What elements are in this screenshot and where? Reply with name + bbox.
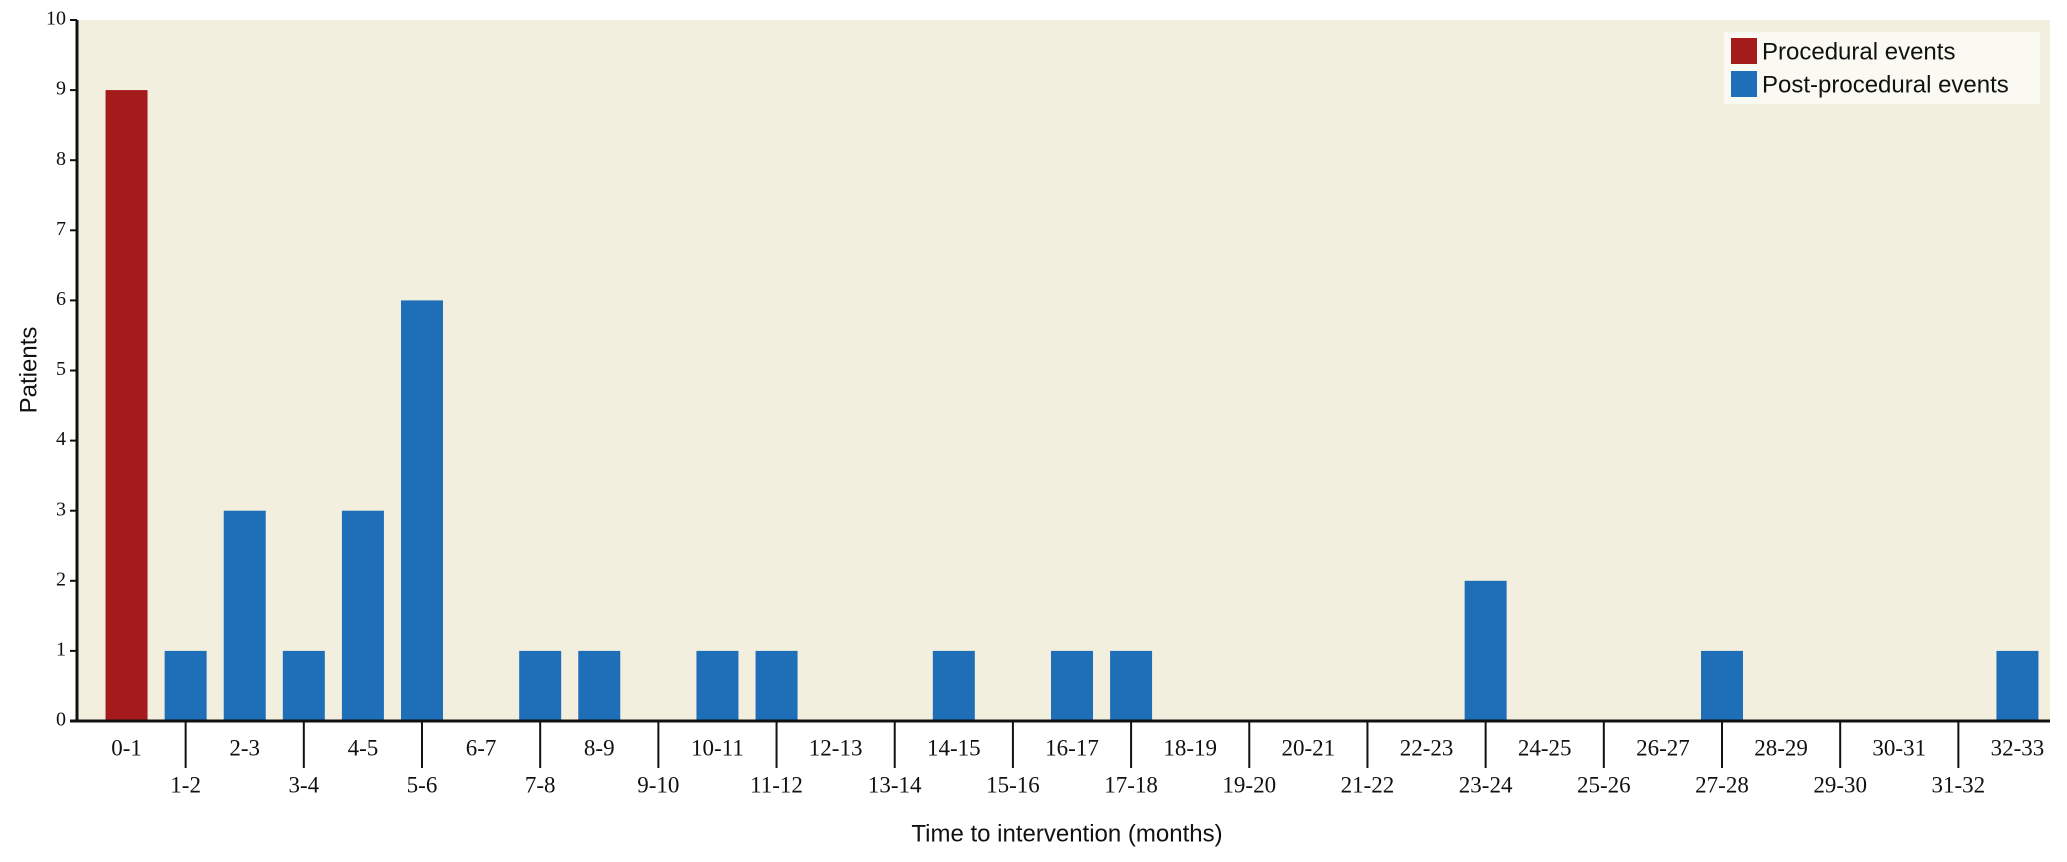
bar xyxy=(105,90,148,722)
x-tick-label: 25-26 xyxy=(1577,772,1631,797)
x-tick-label: 22-23 xyxy=(1400,735,1454,760)
bar xyxy=(223,510,266,721)
x-tick-label: 30-31 xyxy=(1872,735,1926,760)
legend-swatch xyxy=(1731,38,1757,64)
x-tick-label: 0-1 xyxy=(111,735,142,760)
x-tick-label: 23-24 xyxy=(1459,772,1513,797)
bar xyxy=(519,650,562,721)
bar xyxy=(1464,580,1507,721)
legend-label: Procedural events xyxy=(1762,38,1955,65)
x-tick-label: 29-30 xyxy=(1813,772,1867,797)
bar xyxy=(1701,650,1743,721)
x-tick-label: 12-13 xyxy=(809,735,863,760)
y-tick-label: 10 xyxy=(46,8,66,30)
y-tick-label: 2 xyxy=(56,568,66,590)
x-tick-label: 9-10 xyxy=(637,772,679,797)
x-tick-label: 21-22 xyxy=(1341,772,1395,797)
x-tick-label: 14-15 xyxy=(927,735,981,760)
x-tick-label: 24-25 xyxy=(1518,735,1572,760)
x-tick-label: 32-33 xyxy=(1991,735,2045,760)
y-tick-label: 3 xyxy=(56,498,66,520)
x-tick-label: 27-28 xyxy=(1695,772,1749,797)
bar xyxy=(755,650,798,721)
y-tick-label: 7 xyxy=(56,218,66,240)
bar xyxy=(401,300,443,721)
y-tick-label: 5 xyxy=(56,358,66,380)
bar xyxy=(932,650,975,721)
x-tick-label: 16-17 xyxy=(1045,735,1099,760)
x-tick-label: 1-2 xyxy=(170,772,201,797)
x-tick-label: 2-3 xyxy=(229,735,260,760)
x-tick-label: 3-4 xyxy=(288,772,319,797)
x-tick-label: 11-12 xyxy=(750,772,803,797)
x-tick-label: 31-32 xyxy=(1932,772,1986,797)
y-axis-label: Patients xyxy=(15,327,42,414)
y-tick-label: 1 xyxy=(56,638,66,660)
x-tick-label: 26-27 xyxy=(1636,735,1690,760)
x-axis-label: Time to intervention (months) xyxy=(911,820,1222,847)
x-tick-label: 8-9 xyxy=(584,735,615,760)
y-tick-label: 8 xyxy=(56,148,66,170)
x-tick-label: 4-5 xyxy=(348,735,379,760)
bar xyxy=(1110,650,1153,721)
y-tick-label: 0 xyxy=(56,709,66,731)
x-tick-label: 18-19 xyxy=(1163,735,1217,760)
x-tick-label: 13-14 xyxy=(868,772,922,797)
y-tick-label: 6 xyxy=(56,288,66,310)
bar xyxy=(164,650,207,721)
x-tick-label: 20-21 xyxy=(1282,735,1336,760)
bar xyxy=(282,650,325,721)
bar xyxy=(1996,650,2039,721)
x-tick-label: 19-20 xyxy=(1222,772,1276,797)
x-tick-label: 10-11 xyxy=(691,735,744,760)
y-tick-label: 9 xyxy=(56,78,66,100)
bar xyxy=(1051,650,1093,721)
y-tick-label: 4 xyxy=(56,428,66,450)
x-tick-label: 5-6 xyxy=(407,772,438,797)
x-tick-label: 7-8 xyxy=(525,772,556,797)
x-tick-label: 15-16 xyxy=(986,772,1040,797)
bar xyxy=(696,650,739,721)
x-tick-label: 17-18 xyxy=(1104,772,1158,797)
bar xyxy=(578,650,621,721)
legend-label: Post-procedural events xyxy=(1762,71,2009,98)
x-tick-label: 28-29 xyxy=(1754,735,1808,760)
legend-swatch xyxy=(1731,71,1757,97)
x-tick-label: 6-7 xyxy=(466,735,497,760)
bar xyxy=(341,510,384,721)
legend-box xyxy=(1724,32,2040,104)
